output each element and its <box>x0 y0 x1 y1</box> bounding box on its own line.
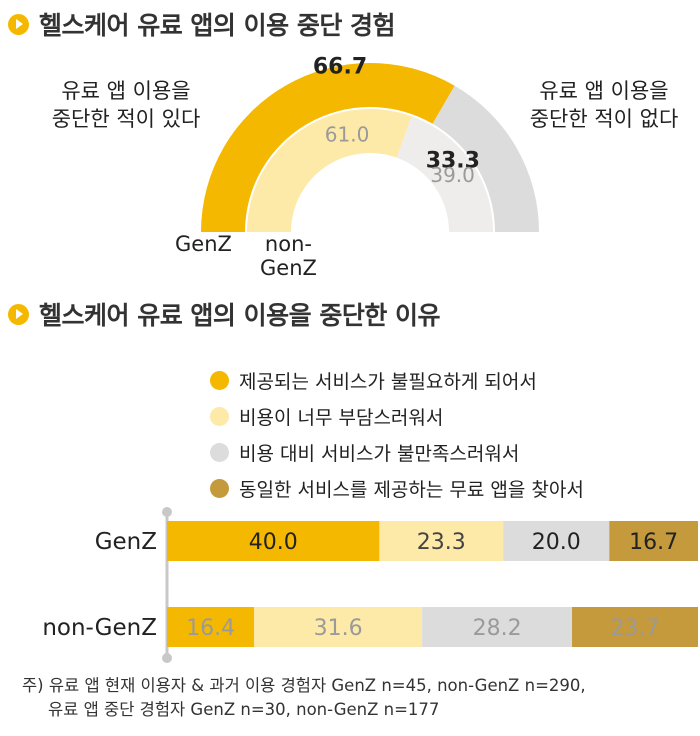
legend-dot-icon <box>210 406 229 426</box>
section1-title-text: 헬스케어 유료 앱의 이용 중단 경험 <box>39 11 396 40</box>
legend-item-reason2: 비용이 너무 부담스러워서 <box>210 398 584 434</box>
label-stopped: 유료 앱 이용을 중단한 적이 있다 <box>36 77 216 133</box>
nongenz-not-stopped-arc <box>396 116 493 232</box>
legend-label: 제공되는 서비스가 불필요하게 되어서 <box>239 370 537 393</box>
donut-chart: 66.7 33.3 61.0 39.0 <box>201 54 539 232</box>
bar-segment <box>167 607 255 647</box>
label-nongenz-line2: GenZ <box>260 256 317 280</box>
legend-label: 비용이 너무 부담스러워서 <box>239 406 444 429</box>
legend-item-reason4: 동일한 서비스를 제공하는 무료 앱을 찾아서 <box>210 470 584 506</box>
footnote-line2: 유료 앱 중단 경험자 GenZ n=30, non-GenZ n=177 <box>48 700 440 719</box>
label-not-stopped-line2: 중단한 적이 없다 <box>529 107 679 131</box>
bar-value-label: 16.4 <box>186 616 235 641</box>
section1-title: 헬스케어 유료 앱의 이용 중단 경험 <box>8 6 396 42</box>
section2-title-text: 헬스케어 유료 앱의 이용을 중단한 이유 <box>39 301 441 330</box>
bar-value-label: 40.0 <box>249 530 298 555</box>
stacked-bar-chart: GenZ 40.0 23.3 20.0 16.7 non-GenZ 16.4 31.6 28.2… <box>42 507 698 663</box>
bar-category-label: GenZ <box>95 529 157 555</box>
bar-axis-cap-bottom <box>162 653 172 663</box>
footnote: 주) 유료 앱 현재 이용자 & 과거 이용 경험자 GenZ n=45, no… <box>22 674 586 722</box>
bar-segment <box>422 607 573 647</box>
bar-value-label: 20.0 <box>532 530 581 555</box>
bar-category-label: non-GenZ <box>42 615 157 641</box>
legend-label: 동일한 서비스를 제공하는 무료 앱을 찾아서 <box>239 478 584 501</box>
legend: 제공되는 서비스가 불필요하게 되어서 비용이 너무 부담스러워서 비용 대비 … <box>210 362 584 506</box>
legend-dot-icon <box>210 370 229 390</box>
bar-segment <box>609 521 698 561</box>
bar-segment <box>503 521 610 561</box>
genz-not-stopped-arc <box>432 85 539 232</box>
legend-item-reason3: 비용 대비 서비스가 불만족스러워서 <box>210 434 584 470</box>
nongenz-stopped-value: 61.0 <box>325 123 370 147</box>
bar-segment <box>167 521 380 561</box>
legend-dot-icon <box>210 478 229 498</box>
bar-segment <box>379 521 504 561</box>
genz-stopped-arc <box>201 63 455 232</box>
bar-value-label: 28.2 <box>473 616 522 641</box>
label-not-stopped: 유료 앱 이용을 중단한 적이 없다 <box>509 77 699 133</box>
label-not-stopped-line1: 유료 앱 이용을 <box>539 79 669 103</box>
play-bullet-icon <box>8 303 29 325</box>
genz-not-stopped-value: 33.3 <box>426 148 480 173</box>
genz-stopped-value: 66.7 <box>313 54 367 79</box>
nongenz-not-stopped-value: 39.0 <box>430 163 475 187</box>
bar-segment <box>254 607 423 647</box>
bar-value-label: 31.6 <box>314 616 363 641</box>
label-nongenz-line1: non- <box>264 232 312 256</box>
bar-value-label: 23.7 <box>611 616 660 641</box>
footnote-line1: 주) 유료 앱 현재 이용자 & 과거 이용 경험자 GenZ n=45, no… <box>22 676 586 695</box>
section2-title: 헬스케어 유료 앱의 이용을 중단한 이유 <box>8 296 441 332</box>
bar-value-label: 23.3 <box>417 530 466 555</box>
label-genz-ring: GenZ <box>175 232 232 256</box>
play-bullet-icon <box>8 13 29 35</box>
bar-value-label: 16.7 <box>629 530 678 555</box>
legend-label: 비용 대비 서비스가 불만족스러워서 <box>239 442 520 465</box>
label-stopped-line1: 유료 앱 이용을 <box>61 79 191 103</box>
bar-segment <box>572 607 698 647</box>
legend-dot-icon <box>210 442 229 462</box>
bar-axis-cap-top <box>162 507 172 517</box>
legend-item-reason1: 제공되는 서비스가 불필요하게 되어서 <box>210 362 584 398</box>
nongenz-stopped-arc <box>247 109 412 232</box>
label-nongenz-ring: non- GenZ <box>260 232 317 280</box>
label-stopped-line2: 중단한 적이 있다 <box>51 107 201 131</box>
